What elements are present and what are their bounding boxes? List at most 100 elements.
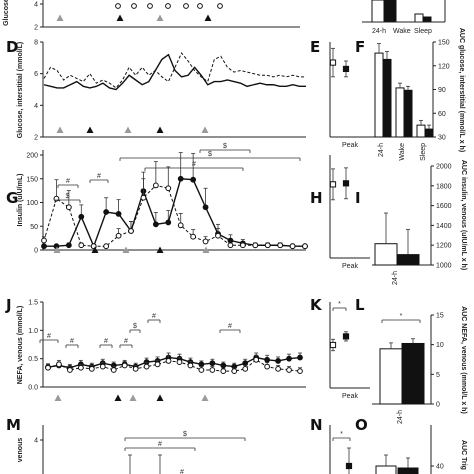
x-tick-label: Peak — [342, 393, 358, 400]
significance-symbol: # — [70, 338, 74, 345]
meal-marker — [156, 126, 164, 133]
filled-marker — [264, 356, 271, 363]
y-tick-label: 2 — [34, 25, 38, 32]
open-bar — [379, 348, 403, 405]
open-marker — [302, 243, 308, 250]
panel-k: K Peak * — [310, 296, 370, 400]
filled-marker — [297, 354, 303, 361]
panel-g: G 0 50 100 150 200 Insulin (uIU/mL) $ # # $ # $ — [6, 143, 308, 255]
open-marker — [329, 59, 337, 66]
panel-letter: D — [6, 38, 18, 56]
y-tick-label: 5 — [436, 372, 440, 379]
open-marker — [220, 368, 227, 375]
open-marker — [165, 358, 172, 364]
open-marker — [152, 182, 159, 189]
panel-e: E Peak — [310, 38, 370, 149]
y-tick-label: 1800 — [436, 183, 452, 190]
open-marker — [264, 242, 271, 249]
open-bar — [375, 465, 397, 474]
x-tick-label: 24-h — [397, 410, 404, 424]
y-tick-label: 6 — [34, 71, 38, 78]
filled-bar — [382, 58, 392, 138]
filled-bar — [401, 342, 425, 405]
open-bar — [414, 13, 424, 23]
meal-marker — [86, 126, 94, 133]
open-marker — [45, 364, 51, 371]
open-marker — [88, 365, 95, 372]
axis-label: AUC Trig — [460, 440, 467, 470]
open-marker — [65, 204, 72, 211]
open-marker — [275, 365, 281, 372]
axis-label: AUC insulin, venous (uIU/mL x h) — [460, 160, 467, 270]
snack-marker — [53, 246, 61, 253]
y-tick-label: 100 — [26, 200, 38, 207]
y-tick-label: 1600 — [436, 203, 452, 210]
panel-letter: K — [310, 296, 323, 314]
open-marker — [329, 341, 337, 349]
filled-marker — [242, 360, 249, 367]
open-bar — [374, 243, 398, 266]
panel-letter: M — [6, 416, 21, 434]
open-marker — [329, 181, 337, 188]
snack-marker — [56, 126, 64, 133]
panel-letter: L — [355, 296, 365, 314]
snack-marker — [129, 394, 137, 401]
y-tick-label: 40 — [436, 464, 444, 471]
y-tick-label: 15 — [436, 313, 444, 320]
open-bar — [371, 0, 385, 23]
filled-marker — [177, 175, 184, 182]
x-tick-label: 24-h — [392, 271, 399, 285]
y-tick-label: 4 — [34, 103, 38, 110]
solid-series-line — [43, 53, 306, 91]
filled-bar — [383, 0, 397, 23]
snack-marker — [54, 394, 62, 401]
y-tick-label: 150 — [26, 176, 38, 183]
significance-symbol: # — [158, 441, 162, 448]
y-tick-label: 1.5 — [28, 300, 38, 307]
snack-marker — [56, 14, 64, 21]
axis-label: Insulin (uIU/mL) — [17, 174, 24, 227]
significance-symbol: $ — [208, 151, 212, 158]
x-tick-label: Sleep — [414, 28, 432, 35]
open-marker — [242, 365, 249, 372]
open-marker — [239, 242, 246, 249]
filled-marker — [41, 243, 47, 250]
significance-symbol: * — [340, 431, 343, 438]
open-bar — [416, 124, 426, 138]
panel-l: L 0 5 10 15 AUC NEFA, venous (mmol/L x h) 24-h… — [355, 296, 467, 424]
axis-label: Glucose — [3, 0, 10, 26]
axis-label: AUC glucose, interstitial (mmol/L x h) — [458, 28, 465, 152]
x-tick-label: Peak — [342, 142, 358, 149]
snack-marker — [202, 246, 210, 253]
panel-o: O 40 AUC Trig — [355, 416, 467, 474]
y-tick-label: 0.5 — [28, 356, 38, 363]
y-tick-label: 0 — [34, 248, 38, 255]
open-marker — [132, 365, 139, 372]
filled-marker — [152, 221, 159, 228]
filled-marker — [78, 213, 85, 220]
y-tick-label: 2000 — [436, 164, 452, 171]
y-tick-label: 4 — [34, 2, 38, 9]
open-marker — [41, 237, 47, 244]
axis-label: NEFA, venous (mmol/L) — [17, 306, 24, 385]
significance-symbol: * — [338, 301, 341, 308]
y-tick-label: 0 — [436, 402, 440, 409]
open-marker — [165, 185, 172, 192]
open-marker — [77, 364, 84, 371]
significance-symbol: $ — [133, 323, 137, 330]
open-marker — [297, 368, 303, 375]
panel-d: D 2 4 6 8 Glucose, interstitial (mmol/L) — [6, 38, 306, 142]
panel-letter: N — [310, 416, 323, 434]
snack-marker — [201, 126, 209, 133]
y-tick-label: 4 — [34, 438, 38, 445]
filled-marker — [227, 237, 234, 244]
open-marker — [165, 3, 171, 9]
open-marker — [143, 363, 150, 370]
y-tick-label: 30 — [438, 135, 446, 142]
x-tick-label: Sleep — [420, 143, 427, 161]
open-marker — [217, 3, 223, 9]
meal-marker — [156, 246, 164, 253]
axis-label: AUC NEFA, venous (mmol/L x h) — [460, 306, 467, 414]
y-tick-label: 120 — [438, 63, 450, 70]
